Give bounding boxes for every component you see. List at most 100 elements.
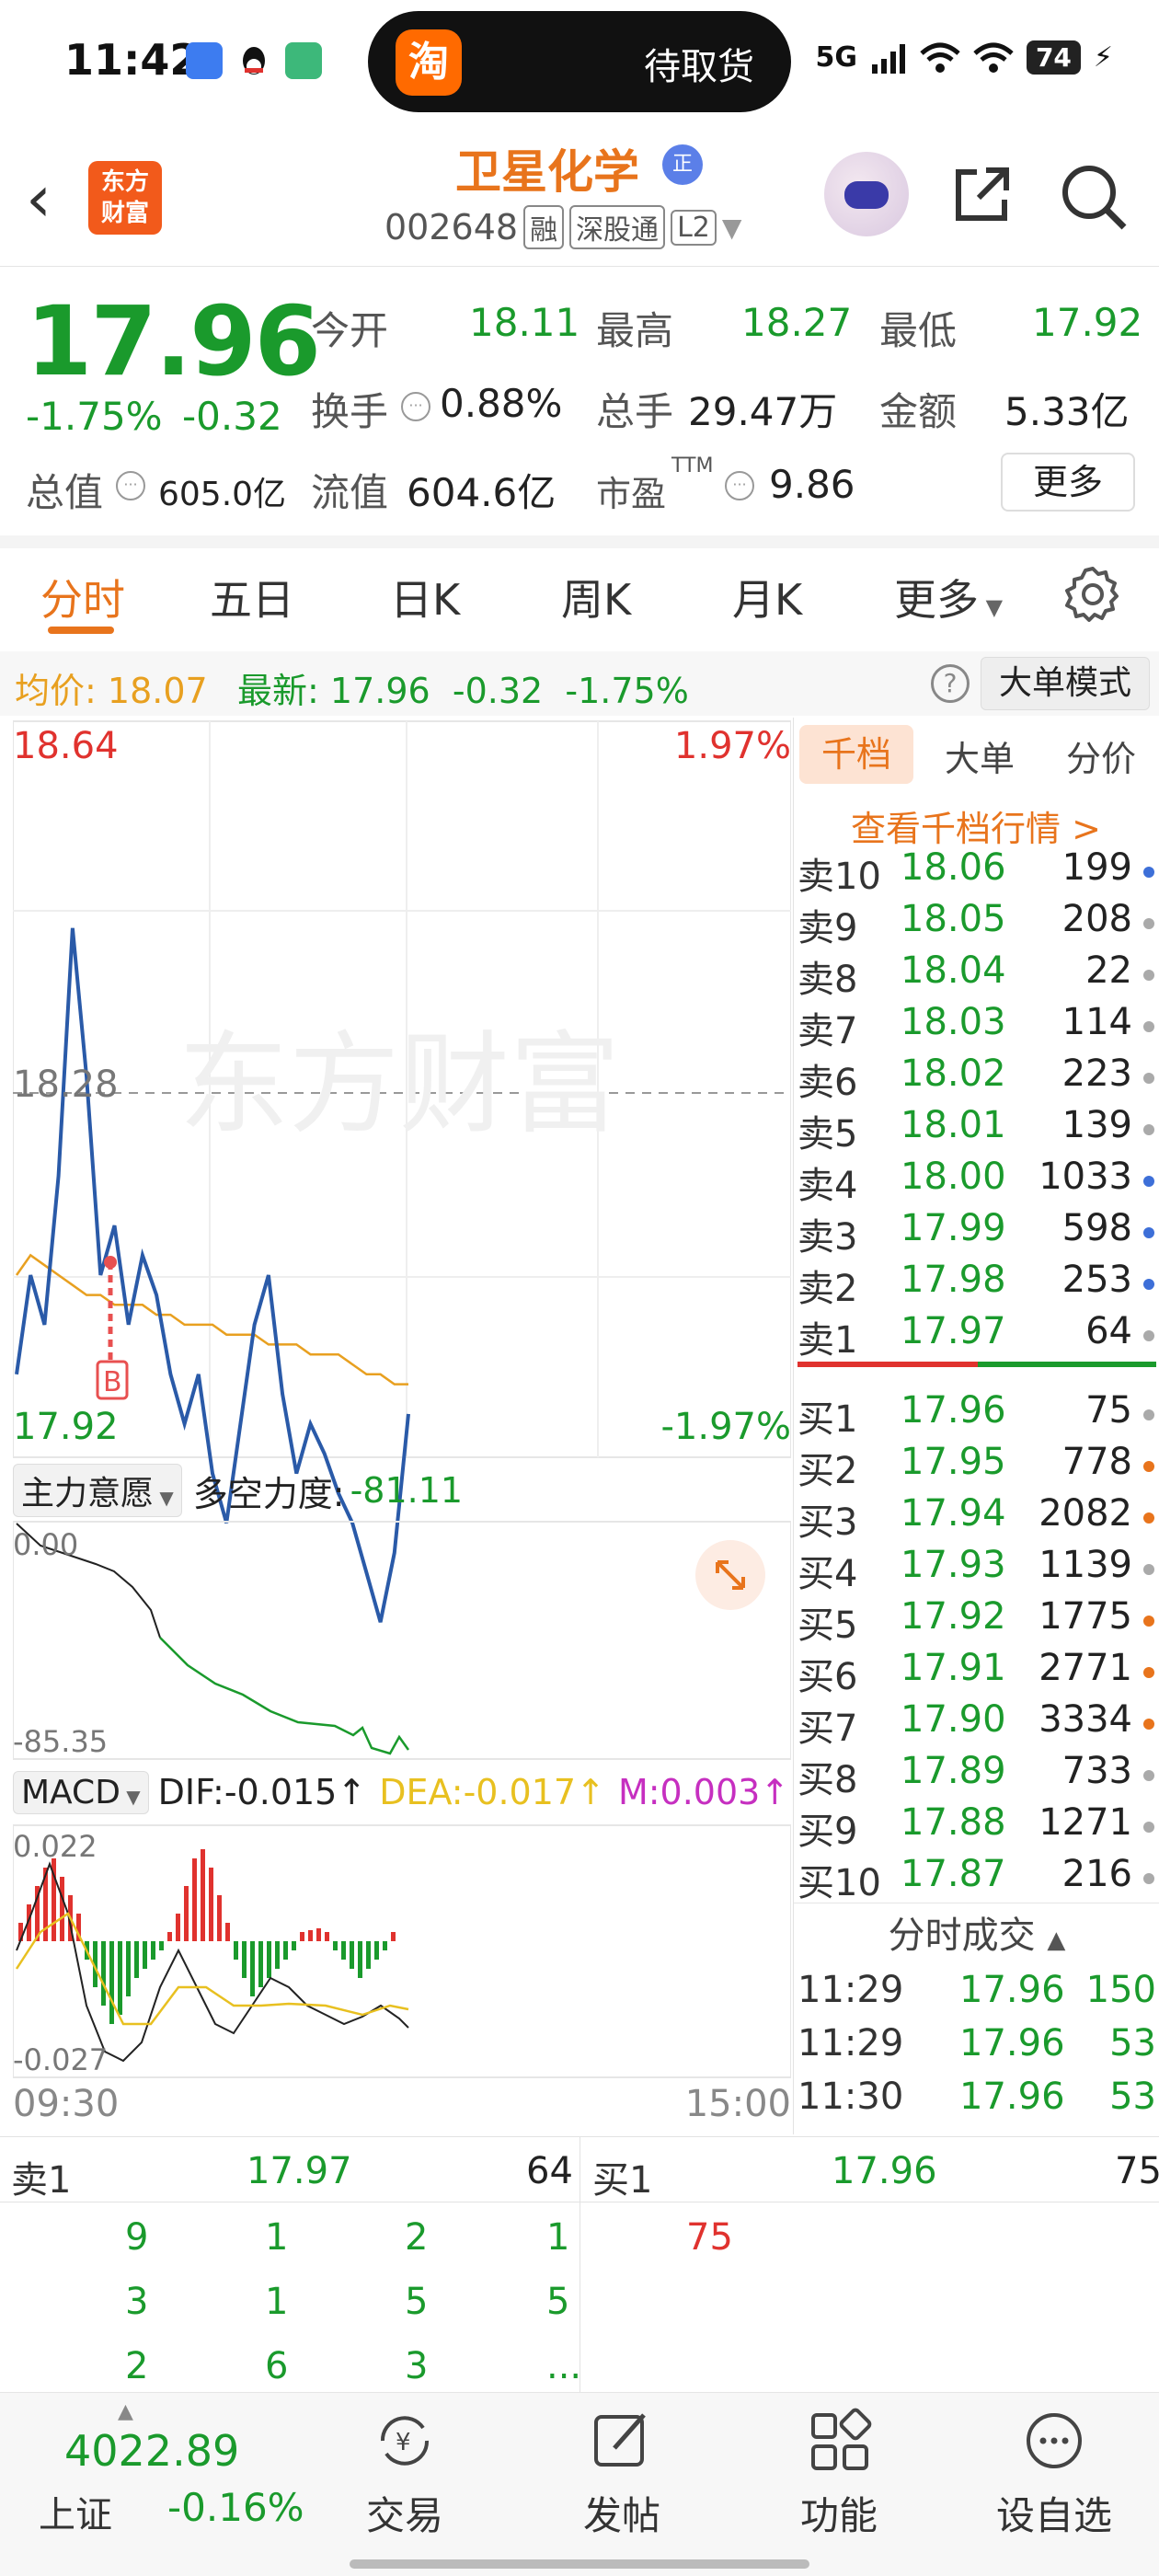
chart-tabs: 分时 五日 日K 周K 月K 更多 ▼	[0, 548, 1159, 640]
order-dot-icon	[1143, 1021, 1154, 1032]
app-logo[interactable]: 东方 财富	[88, 161, 162, 235]
index-change[interactable]: -0.16%	[167, 2485, 304, 2530]
tab-more-label: 更多	[894, 575, 979, 625]
ask-row[interactable]: 卖4 18.00 1033	[794, 1156, 1159, 1207]
order-dot-icon	[1143, 1124, 1154, 1135]
ask-level: 卖5	[798, 1113, 858, 1156]
bid-row[interactable]: 买4 17.93 1139	[794, 1544, 1159, 1595]
share-icon[interactable]	[949, 161, 1016, 227]
ask-row[interactable]: 卖9 18.05 208	[794, 898, 1159, 949]
bid-volume: 216	[1061, 1853, 1132, 1895]
volume-value: 29.47万	[688, 389, 838, 434]
bid-row[interactable]: 买6 17.91 2771	[794, 1647, 1159, 1698]
index-value[interactable]: 4022.89	[64, 2426, 240, 2476]
macd-bar	[101, 1941, 106, 2006]
tab-monthly-k[interactable]: 月K	[732, 575, 803, 625]
dropdown-icon[interactable]: ▼	[721, 212, 742, 243]
ask-queue-item: 3	[405, 2345, 429, 2387]
trade-price: 17.96	[959, 1969, 1065, 2011]
macd-bar	[209, 1868, 213, 1941]
tab-more[interactable]: 更多 ▼	[894, 575, 1004, 625]
view-depth-link[interactable]: 查看千档行情 >	[851, 809, 1101, 849]
bid-level: 买4	[798, 1553, 858, 1595]
tab-five-day[interactable]: 五日	[210, 575, 294, 625]
macd-bar	[134, 1941, 139, 1978]
tab-weekly-k[interactable]: 周K	[561, 575, 632, 625]
bid-row[interactable]: 买3 17.94 2082	[794, 1492, 1159, 1544]
taobao-icon[interactable]: 淘	[396, 29, 462, 96]
nav-functions[interactable]: 功能	[775, 2406, 903, 2541]
nav-post[interactable]: 发帖	[557, 2406, 686, 2541]
stock-code: 002648	[384, 207, 519, 247]
tab-intraday[interactable]: 分时	[40, 575, 125, 625]
current-price: 17.96	[26, 285, 321, 397]
expand-icon[interactable]	[716, 1560, 745, 1590]
order-dot-icon	[1143, 1616, 1154, 1627]
gear-icon[interactable]	[1063, 565, 1122, 624]
nav-post-label: 发帖	[582, 2493, 660, 2538]
bid-price: 17.90	[901, 1698, 1006, 1741]
tab-thousand-level[interactable]: 千档	[799, 725, 913, 784]
bid-row[interactable]: 买8 17.89 733	[794, 1750, 1159, 1801]
trade-volume: 53	[1109, 2022, 1156, 2064]
order-dot-icon	[1143, 1770, 1154, 1781]
ask-row[interactable]: 卖10 18.06 199	[794, 846, 1159, 898]
ask-row[interactable]: 卖6 18.02 223	[794, 1052, 1159, 1104]
bid-row[interactable]: 买9 17.88 1271	[794, 1801, 1159, 1853]
turnover-value: 0.88%	[440, 381, 563, 426]
home-indicator[interactable]	[350, 2559, 809, 2569]
intraday-chart[interactable]: 东方财富 B 18.64 18.28 17.92 1.97% -1.97% 主力…	[13, 718, 791, 2134]
more-button[interactable]: 更多	[1001, 453, 1135, 512]
help-icon[interactable]: ?	[931, 664, 970, 703]
search-icon[interactable]	[1058, 161, 1128, 231]
ask-row[interactable]: 卖2 17.98 253	[794, 1259, 1159, 1310]
ask-volume: 223	[1061, 1052, 1132, 1095]
ask-queue-item: 1	[265, 2281, 289, 2323]
chart-canvas[interactable]: 东方财富 B	[13, 718, 791, 2134]
island-text[interactable]: 待取货	[644, 46, 754, 88]
stock-code-row[interactable]: 002648 融 深股通 L2 ▼	[384, 205, 741, 249]
macd-dif: DIF:-0.015↑	[157, 1772, 367, 1812]
info-icon[interactable]: ···	[725, 471, 754, 500]
macd-select[interactable]: MACD ▼	[13, 1770, 149, 1814]
bid-row[interactable]: 买10 17.87 216	[794, 1853, 1159, 1904]
buy-marker[interactable]: B	[103, 1366, 122, 1398]
ask-row[interactable]: 卖1 17.97 64	[794, 1310, 1159, 1362]
ask-row[interactable]: 卖3 17.99 598	[794, 1207, 1159, 1259]
info-icon[interactable]: ···	[116, 471, 145, 500]
expand-up-icon[interactable]: ▲	[118, 2400, 133, 2423]
tab-price-dist[interactable]: 分价	[1066, 739, 1137, 779]
macd-dea: DEA:-0.017↑	[379, 1772, 605, 1812]
stock-name[interactable]: 卫星化学	[455, 145, 639, 199]
bid1-price: 17.96	[832, 2150, 937, 2192]
logo-line2: 财富	[100, 200, 149, 227]
nav-add-watchlist[interactable]: 设自选	[990, 2406, 1119, 2541]
index-name[interactable]: 上证	[39, 2494, 112, 2536]
ask-volume: 598	[1061, 1207, 1132, 1249]
y-axis-mid: 18.28	[13, 1064, 119, 1106]
order-dot-icon	[1143, 1073, 1154, 1084]
bid-volume: 733	[1061, 1750, 1132, 1792]
bid-row[interactable]: 买1 17.96 75	[794, 1389, 1159, 1441]
bid-row[interactable]: 买2 17.95 778	[794, 1441, 1159, 1492]
order-dot-icon	[1143, 1227, 1154, 1238]
volume-label: 总手	[596, 389, 674, 434]
ask-row[interactable]: 卖8 18.04 22	[794, 949, 1159, 1001]
indicator-select[interactable]: 主力意愿 ▼	[13, 1464, 182, 1517]
app-notification-icon	[285, 42, 322, 79]
big-order-mode-button[interactable]: 大单模式	[981, 657, 1150, 710]
macd-bar	[250, 1941, 255, 1996]
info-icon[interactable]: ···	[401, 392, 430, 421]
ask-row[interactable]: 卖7 18.03 114	[794, 1001, 1159, 1052]
order-dot-icon	[1143, 970, 1154, 981]
bid-row[interactable]: 买5 17.92 1775	[794, 1595, 1159, 1647]
trades-header[interactable]: 分时成交 ▲	[794, 1903, 1159, 1967]
nav-trade[interactable]: ¥ 交易	[340, 2406, 469, 2541]
back-icon[interactable]: ‹	[26, 161, 52, 236]
bid-level: 买6	[798, 1656, 858, 1698]
tab-big-order[interactable]: 大单	[945, 739, 1016, 779]
ask-row[interactable]: 卖5 18.01 139	[794, 1104, 1159, 1156]
tab-daily-k[interactable]: 日K	[390, 575, 461, 625]
bid-row[interactable]: 买7 17.90 3334	[794, 1698, 1159, 1750]
ask-level: 卖8	[798, 959, 858, 1001]
